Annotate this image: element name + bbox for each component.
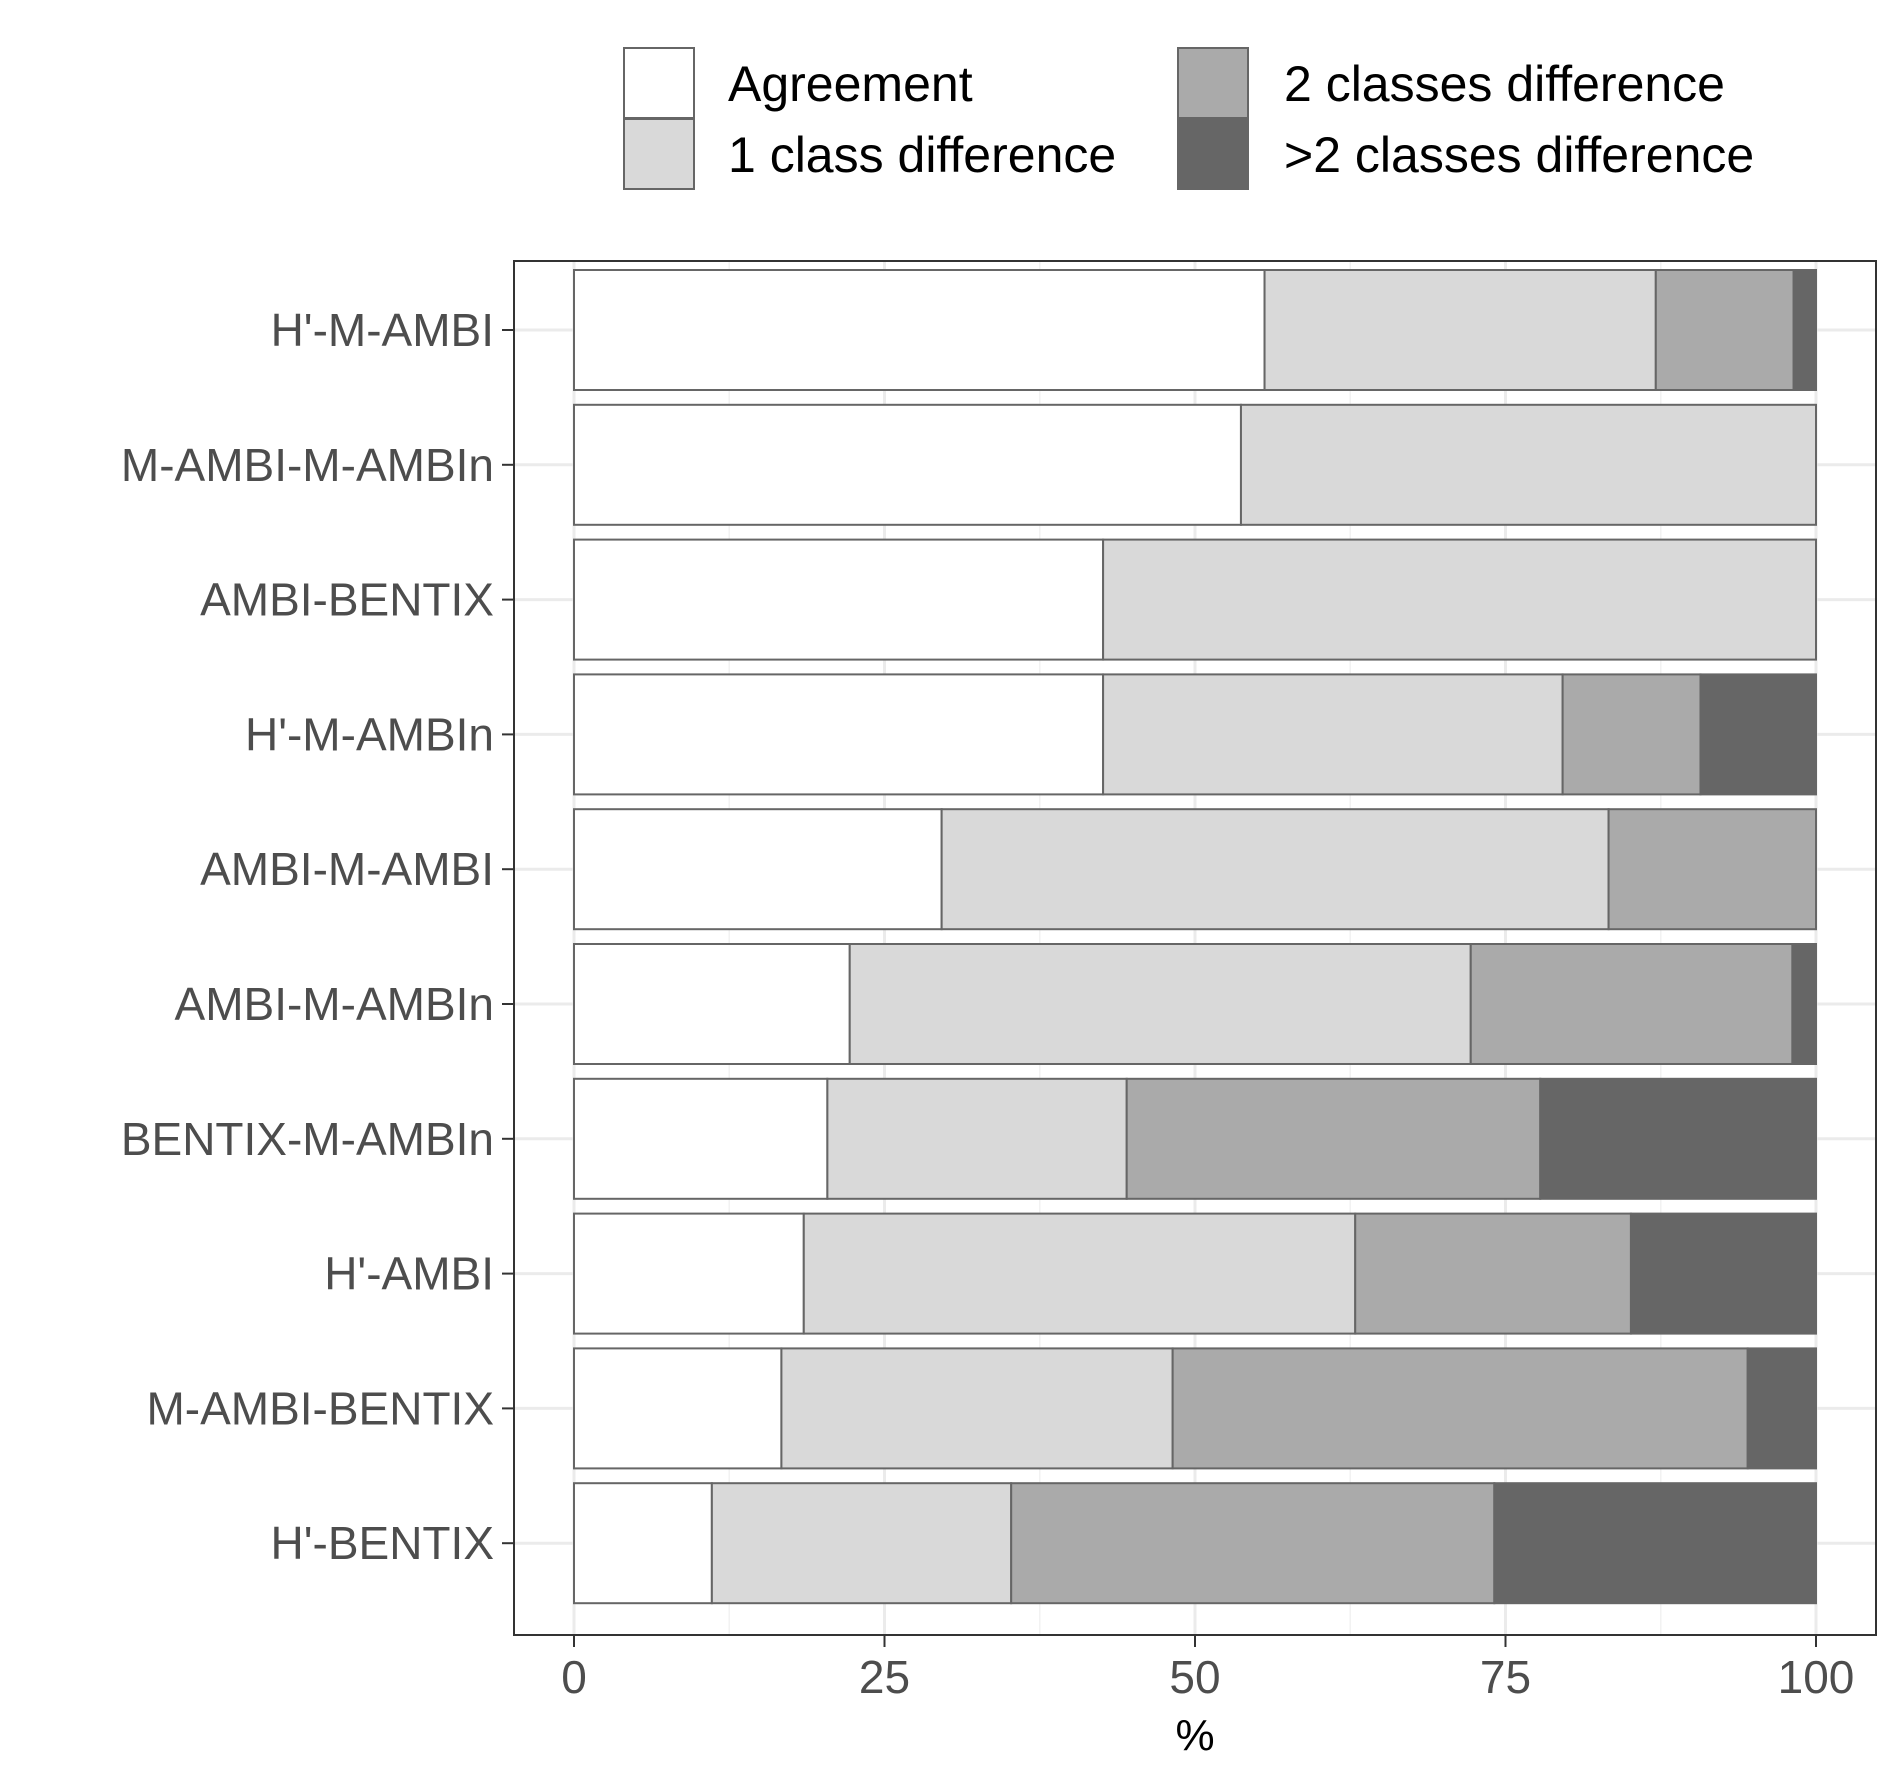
bar-segment-4 xyxy=(1791,943,1817,1065)
legend: Agreement 1 class difference 2 classes d… xyxy=(623,47,1754,190)
legend-label-agreement: Agreement xyxy=(728,56,973,112)
bar-segment-4 xyxy=(1493,1482,1818,1605)
y-tick-label: AMBI-M-AMBI xyxy=(200,843,494,895)
bar-segment-2 xyxy=(780,1347,1174,1470)
y-tick-label: M-AMBI-M-AMBIn xyxy=(121,439,494,491)
bar-segment-2 xyxy=(940,808,1610,931)
bar-segment-3 xyxy=(1171,1347,1749,1470)
bar-segment-1 xyxy=(573,403,1242,526)
legend-key-2-classes xyxy=(1177,47,1249,119)
bar-segment-3 xyxy=(1654,269,1795,391)
bar-segment-3 xyxy=(1469,943,1794,1065)
legend-key-1-class xyxy=(623,118,695,190)
bar-segment-2 xyxy=(1239,403,1817,526)
bar-segment-4 xyxy=(1629,1212,1818,1335)
legend-key-agreement xyxy=(623,47,695,119)
bar-segment-1 xyxy=(573,943,851,1065)
x-tick-label: 50 xyxy=(1169,1651,1220,1703)
x-tick-label: 75 xyxy=(1480,1651,1531,1703)
bar-segment-4 xyxy=(1792,269,1818,391)
bar-segment-1 xyxy=(573,673,1105,796)
bar-segment-1 xyxy=(573,269,1266,391)
legend-key-more-than-2-classes xyxy=(1177,118,1249,190)
bar-segment-1 xyxy=(573,1212,805,1335)
y-tick-label: H'-AMBI xyxy=(324,1248,494,1300)
y-tick-label: AMBI-BENTIX xyxy=(200,574,494,626)
x-tick-label: 0 xyxy=(561,1651,587,1703)
bar-segment-4 xyxy=(1539,1077,1817,1200)
bar-segment-2 xyxy=(1102,538,1818,661)
bar-segment-2 xyxy=(826,1077,1128,1200)
bar-segment-1 xyxy=(573,1077,829,1200)
bar-segment-4 xyxy=(1699,673,1818,796)
bar-segment-2 xyxy=(802,1212,1357,1335)
y-tick-label: H'-M-AMBIn xyxy=(245,708,494,760)
x-tick-label: 25 xyxy=(859,1651,910,1703)
y-axis: H'-M-AMBI M-AMBI-M-AMBIn AMBI-BENTIX H'-M-A… xyxy=(121,304,514,1569)
bar-segment-3 xyxy=(1607,808,1818,931)
legend-label-2-classes: 2 classes difference xyxy=(1284,56,1725,112)
bar-segment-1 xyxy=(573,538,1105,661)
y-tick-label: H'-M-AMBI xyxy=(271,304,494,356)
bar-segment-3 xyxy=(1561,673,1702,796)
y-tick-label: BENTIX-M-AMBIn xyxy=(121,1113,494,1165)
bar-segment-2 xyxy=(848,943,1472,1065)
bar-segment-3 xyxy=(1354,1212,1632,1335)
bar-segment-2 xyxy=(710,1482,1013,1605)
bar-segment-2 xyxy=(1102,673,1564,796)
bar-segment-4 xyxy=(1746,1347,1817,1470)
legend-label-more-than-2-classes: >2 classes difference xyxy=(1284,127,1754,183)
legend-label-1-class: 1 class difference xyxy=(728,127,1116,183)
bar-segment-1 xyxy=(573,1347,783,1470)
x-axis: 0 25 50 75 100 xyxy=(561,1635,1854,1703)
bar-segment-1 xyxy=(573,808,943,931)
y-tick-label: AMBI-M-AMBIn xyxy=(175,978,494,1030)
bars xyxy=(573,269,1818,1605)
y-tick-label: H'-BENTIX xyxy=(271,1517,494,1569)
bar-segment-3 xyxy=(1010,1482,1496,1605)
y-tick-label: M-AMBI-BENTIX xyxy=(146,1382,494,1434)
bar-segment-3 xyxy=(1125,1077,1542,1200)
bar-segment-2 xyxy=(1263,269,1657,391)
bar-segment-1 xyxy=(573,1482,713,1605)
x-tick-label: 100 xyxy=(1778,1651,1855,1703)
x-axis-title: % xyxy=(1175,1711,1214,1760)
